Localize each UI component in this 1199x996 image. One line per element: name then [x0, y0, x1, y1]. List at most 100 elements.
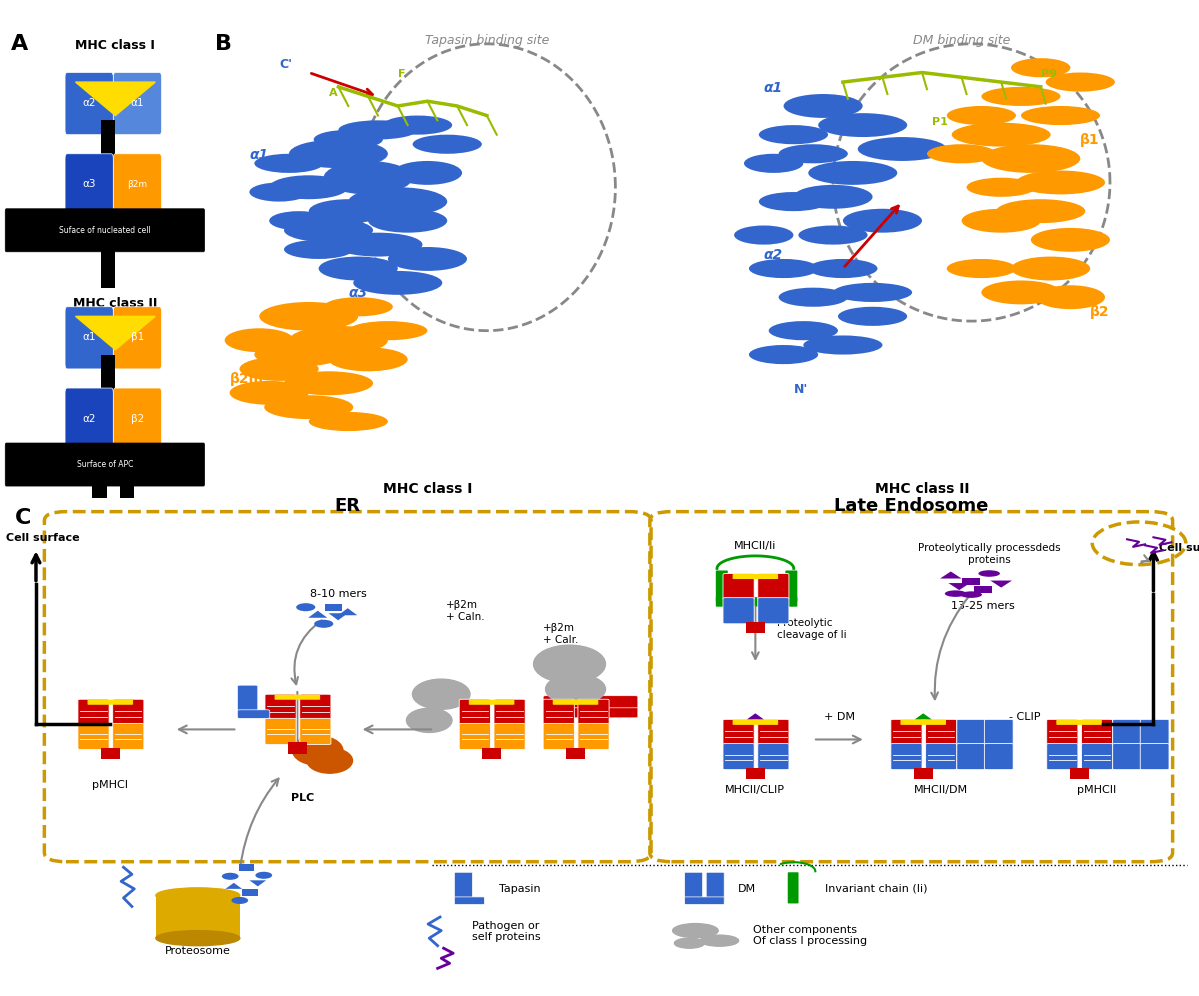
FancyBboxPatch shape — [88, 700, 133, 705]
FancyBboxPatch shape — [957, 743, 986, 770]
Ellipse shape — [743, 153, 803, 173]
Ellipse shape — [778, 144, 848, 163]
FancyBboxPatch shape — [685, 872, 703, 901]
Bar — [239, 865, 254, 871]
FancyBboxPatch shape — [758, 598, 789, 623]
Text: Proteolytically processdeds
proteins: Proteolytically processdeds proteins — [918, 544, 1060, 565]
Ellipse shape — [783, 94, 862, 118]
Ellipse shape — [382, 116, 452, 134]
FancyBboxPatch shape — [716, 571, 728, 602]
Ellipse shape — [673, 923, 718, 937]
Text: MHC class II: MHC class II — [875, 482, 969, 496]
FancyBboxPatch shape — [113, 388, 162, 450]
FancyBboxPatch shape — [1081, 719, 1113, 746]
Ellipse shape — [348, 321, 427, 341]
Ellipse shape — [1036, 285, 1105, 309]
FancyBboxPatch shape — [926, 743, 957, 770]
FancyBboxPatch shape — [723, 574, 754, 600]
Circle shape — [314, 620, 333, 627]
Ellipse shape — [289, 326, 387, 355]
Text: P1: P1 — [932, 118, 947, 127]
FancyBboxPatch shape — [469, 700, 514, 705]
Text: P9: P9 — [1041, 70, 1056, 80]
FancyBboxPatch shape — [1113, 743, 1141, 770]
Text: MHC class I: MHC class I — [76, 39, 156, 52]
Ellipse shape — [960, 592, 982, 598]
Text: Other components
Of class I processing: Other components Of class I processing — [753, 925, 867, 946]
FancyBboxPatch shape — [1056, 720, 1102, 725]
Ellipse shape — [284, 240, 354, 259]
Text: +β2m
+ Caln.: +β2m + Caln. — [446, 601, 484, 622]
Ellipse shape — [156, 887, 240, 903]
Ellipse shape — [838, 307, 908, 326]
Ellipse shape — [1046, 73, 1115, 92]
FancyBboxPatch shape — [113, 153, 162, 216]
FancyBboxPatch shape — [237, 710, 270, 718]
FancyBboxPatch shape — [5, 209, 205, 252]
FancyBboxPatch shape — [78, 723, 109, 750]
FancyBboxPatch shape — [1047, 743, 1078, 770]
FancyBboxPatch shape — [758, 743, 789, 770]
Ellipse shape — [259, 302, 359, 331]
Text: N': N' — [794, 382, 808, 395]
Ellipse shape — [368, 209, 447, 233]
Text: pMHCI: pMHCI — [92, 780, 128, 790]
Ellipse shape — [229, 380, 309, 404]
Text: MHC class II: MHC class II — [73, 297, 157, 310]
FancyBboxPatch shape — [1140, 743, 1169, 770]
Ellipse shape — [254, 343, 343, 367]
FancyBboxPatch shape — [300, 694, 331, 720]
FancyBboxPatch shape — [553, 700, 598, 705]
FancyBboxPatch shape — [265, 718, 296, 745]
FancyBboxPatch shape — [785, 571, 797, 602]
Bar — [974, 586, 992, 593]
Text: β2m: β2m — [127, 180, 147, 189]
Text: α2: α2 — [764, 248, 783, 262]
Text: 13-25 mers: 13-25 mers — [951, 601, 1016, 611]
Ellipse shape — [759, 192, 829, 211]
Ellipse shape — [284, 218, 373, 242]
Text: + DM: + DM — [824, 712, 855, 722]
Text: ER: ER — [335, 497, 361, 515]
Ellipse shape — [981, 144, 1080, 173]
Ellipse shape — [1011, 58, 1071, 78]
Text: Proteosome: Proteosome — [165, 946, 230, 956]
FancyBboxPatch shape — [1047, 719, 1078, 746]
Text: F: F — [398, 70, 405, 80]
Polygon shape — [338, 609, 357, 616]
Ellipse shape — [996, 199, 1085, 223]
FancyBboxPatch shape — [685, 897, 724, 904]
Ellipse shape — [264, 395, 354, 419]
Ellipse shape — [808, 259, 878, 278]
Text: DM binding site: DM binding site — [912, 34, 1011, 47]
Circle shape — [255, 872, 272, 878]
Bar — [101, 245, 115, 288]
Bar — [1070, 768, 1089, 779]
FancyBboxPatch shape — [733, 574, 778, 579]
Ellipse shape — [1016, 170, 1105, 194]
Polygon shape — [225, 882, 242, 888]
Bar — [482, 748, 501, 759]
Bar — [242, 889, 258, 896]
Text: β2: β2 — [131, 413, 144, 423]
FancyBboxPatch shape — [454, 872, 472, 901]
Ellipse shape — [759, 125, 829, 144]
FancyBboxPatch shape — [723, 719, 754, 746]
FancyBboxPatch shape — [578, 699, 609, 725]
Text: DM: DM — [737, 883, 755, 893]
FancyBboxPatch shape — [891, 743, 922, 770]
Text: Invariant chain (Ii): Invariant chain (Ii) — [825, 883, 927, 893]
Ellipse shape — [749, 345, 818, 365]
Ellipse shape — [962, 209, 1041, 233]
Text: MHCII/Ii: MHCII/Ii — [734, 541, 777, 551]
FancyBboxPatch shape — [733, 720, 778, 725]
Ellipse shape — [799, 225, 868, 245]
Text: β1: β1 — [131, 333, 144, 343]
FancyBboxPatch shape — [65, 153, 113, 216]
Ellipse shape — [794, 185, 873, 209]
Text: Pathogen or
self proteins: Pathogen or self proteins — [472, 921, 541, 942]
Polygon shape — [747, 713, 764, 719]
Text: α2: α2 — [83, 413, 96, 423]
Ellipse shape — [778, 288, 848, 307]
Text: β2: β2 — [1090, 306, 1110, 320]
